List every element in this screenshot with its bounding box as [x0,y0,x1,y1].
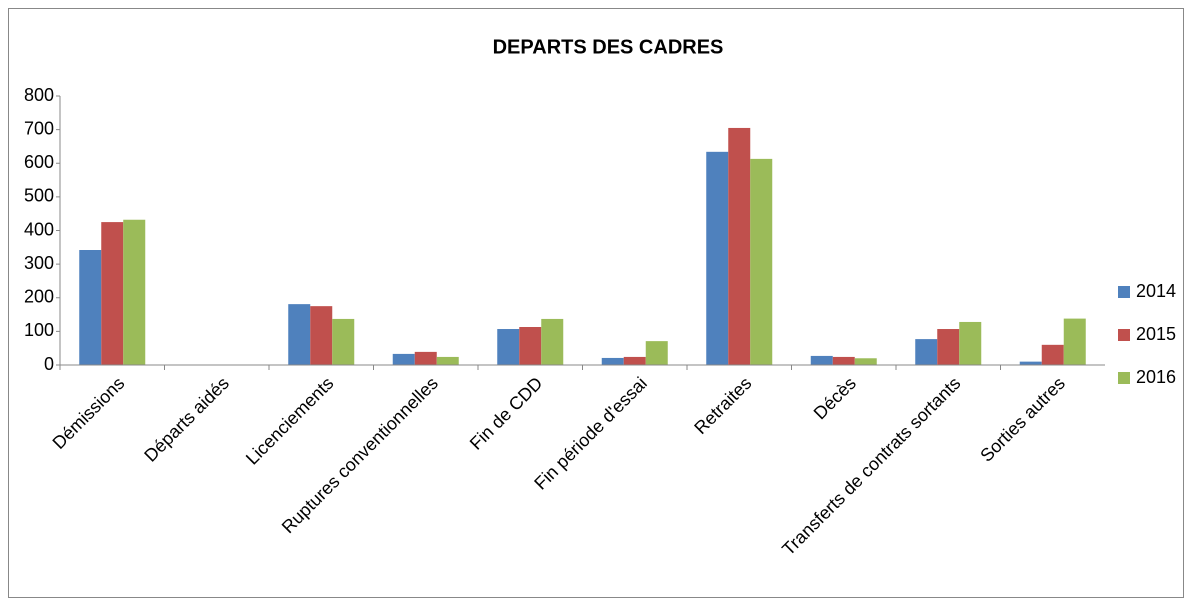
legend-label: 2015 [1136,324,1176,344]
bar [497,329,520,365]
legend-swatch [1118,372,1130,384]
y-tick-label: 300 [24,253,54,273]
bar [1063,318,1086,365]
bar [414,351,437,365]
bar [728,127,751,365]
bar [541,318,564,365]
bar [937,329,960,365]
bar [310,306,333,365]
bar [123,219,146,365]
legend-label: 2014 [1136,281,1176,301]
bar [959,321,982,365]
legend-swatch [1118,286,1130,298]
y-tick-label: 500 [24,186,54,206]
bar [1019,361,1042,365]
bar [854,358,877,365]
y-tick-label: 800 [24,85,54,105]
bar [392,353,415,365]
bar [288,304,311,365]
chart-title: DEPARTS DES CADRES [493,36,724,58]
bar [332,318,355,365]
bar [519,327,542,365]
bar [1041,344,1064,365]
bar [750,158,773,365]
bar [79,250,102,365]
chart-frame [8,8,1184,598]
y-tick-label: 200 [24,287,54,307]
bar [601,357,624,365]
bar [915,339,938,365]
y-tick-label: 100 [24,320,54,340]
bar [101,222,124,365]
legend-swatch [1118,329,1130,341]
bar [706,151,729,365]
y-tick-label: 600 [24,152,54,172]
y-tick-label: 700 [24,118,54,138]
bar [645,341,668,365]
bar [832,356,855,365]
bar [623,356,646,365]
y-tick-label: 0 [44,354,54,374]
bar [810,355,833,365]
y-tick-label: 400 [24,219,54,239]
bar [436,356,459,365]
legend-label: 2016 [1136,367,1176,387]
